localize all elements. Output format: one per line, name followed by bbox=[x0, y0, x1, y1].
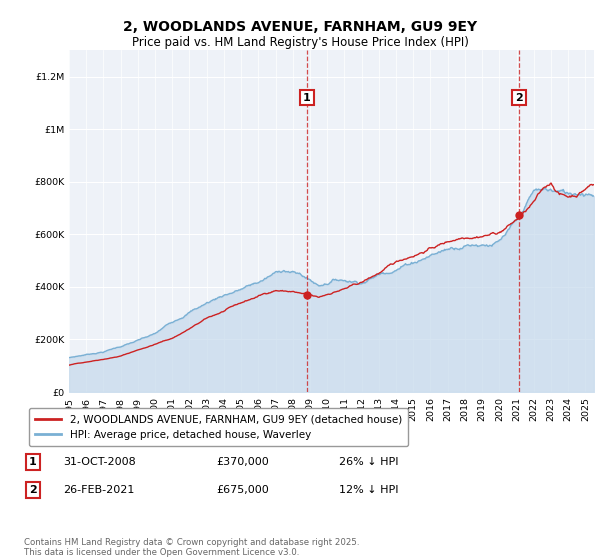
Text: £675,000: £675,000 bbox=[216, 485, 269, 495]
Text: 2: 2 bbox=[515, 93, 523, 102]
Text: Price paid vs. HM Land Registry's House Price Index (HPI): Price paid vs. HM Land Registry's House … bbox=[131, 36, 469, 49]
Text: 1: 1 bbox=[29, 457, 37, 467]
Text: 26-FEB-2021: 26-FEB-2021 bbox=[63, 485, 134, 495]
Text: 26% ↓ HPI: 26% ↓ HPI bbox=[339, 457, 398, 467]
Text: 2, WOODLANDS AVENUE, FARNHAM, GU9 9EY: 2, WOODLANDS AVENUE, FARNHAM, GU9 9EY bbox=[123, 20, 477, 34]
Text: Contains HM Land Registry data © Crown copyright and database right 2025.
This d: Contains HM Land Registry data © Crown c… bbox=[24, 538, 359, 557]
Text: £370,000: £370,000 bbox=[216, 457, 269, 467]
Text: 12% ↓ HPI: 12% ↓ HPI bbox=[339, 485, 398, 495]
Text: 31-OCT-2008: 31-OCT-2008 bbox=[63, 457, 136, 467]
Text: 2: 2 bbox=[29, 485, 37, 495]
Text: 1: 1 bbox=[303, 93, 311, 102]
Legend: 2, WOODLANDS AVENUE, FARNHAM, GU9 9EY (detached house), HPI: Average price, deta: 2, WOODLANDS AVENUE, FARNHAM, GU9 9EY (d… bbox=[29, 408, 409, 446]
